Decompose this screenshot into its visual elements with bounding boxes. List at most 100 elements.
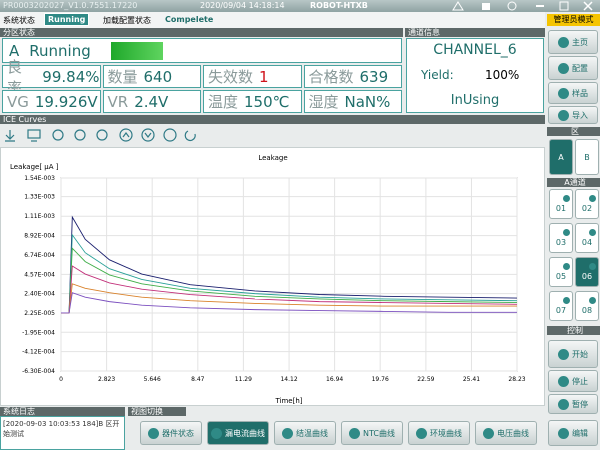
channel-header: 通道信息 bbox=[405, 28, 545, 37]
label: 主页 bbox=[572, 37, 588, 47]
control-button[interactable]: 开始 bbox=[548, 340, 598, 368]
x-tick-label: 25.41 bbox=[463, 376, 480, 383]
label: 07 bbox=[555, 306, 567, 315]
y-tick-label: 2.40E-004 bbox=[24, 291, 55, 298]
label: 数量 bbox=[107, 68, 138, 86]
label: 温度 bbox=[208, 93, 239, 111]
readings-row: VG 19.926V VR 2.4V 温度 150℃ 湿度 NaN% bbox=[2, 90, 402, 113]
channel-button[interactable]: 05 bbox=[549, 257, 573, 287]
stat: 合格数 639 bbox=[303, 65, 402, 88]
view-button[interactable]: 电压曲线 bbox=[475, 421, 537, 445]
channel-button[interactable]: 02 bbox=[575, 189, 599, 219]
label: 08 bbox=[581, 306, 593, 315]
label: 配置 bbox=[572, 63, 588, 73]
control-button[interactable]: 停止 bbox=[548, 370, 598, 392]
view-button[interactable]: 漏电流曲线 bbox=[207, 421, 269, 445]
reading: VG 19.926V bbox=[2, 90, 101, 113]
stats-row: 良率 99.84% 数量 640 失效数 1 合格数 639 bbox=[2, 58, 402, 97]
value: 150℃ bbox=[244, 92, 290, 111]
y-tick-label: 6.74E-004 bbox=[24, 252, 55, 259]
series-line bbox=[61, 292, 517, 314]
zone-button[interactable]: A bbox=[549, 139, 573, 175]
label: 停止 bbox=[572, 376, 588, 386]
x-tick-label: 2.823 bbox=[98, 376, 115, 383]
label: 环境曲线 bbox=[430, 428, 462, 438]
y-axis-label: Leakage[ μA ] bbox=[10, 163, 59, 171]
y-tick-label: -6.30E-004 bbox=[22, 368, 55, 375]
chart: Leakage Leakage[ μA ] Time[h] -6.30E-004… bbox=[10, 154, 526, 405]
y-tick-label: 8.92E-004 bbox=[24, 233, 55, 240]
label: 暂停 bbox=[572, 399, 588, 409]
reading: 湿度 NaN% bbox=[303, 90, 402, 113]
channel-button[interactable]: 06 bbox=[575, 257, 599, 287]
edit-button[interactable]: 编辑 bbox=[548, 420, 598, 446]
x-tick-label: 16.94 bbox=[326, 376, 343, 383]
y-tick-label: 1.33E-003 bbox=[24, 194, 55, 201]
nav-button[interactable]: 导入 bbox=[548, 106, 598, 124]
channel-panel: CHANNEL_6 Yield: 100% InUsing bbox=[406, 38, 544, 113]
label: 湿度 bbox=[308, 93, 339, 111]
label: 编辑 bbox=[572, 428, 588, 438]
control-button[interactable]: 暂停 bbox=[548, 394, 598, 414]
zone-header: 分区状态 bbox=[0, 28, 403, 37]
view-header: 视图切换 bbox=[128, 407, 186, 416]
log-header: 系统日志 bbox=[0, 407, 125, 416]
title-bar: PR0003202027_V1.0.7551.17220 2020/09/04 … bbox=[0, 0, 600, 12]
y-tick-label: 2.25E-005 bbox=[24, 310, 55, 317]
config-label: 加载配置状态 bbox=[103, 16, 151, 25]
label: 04 bbox=[581, 238, 593, 247]
label: 漏电流曲线 bbox=[225, 428, 265, 438]
reading: VR 2.4V bbox=[102, 90, 201, 113]
label: 样品 bbox=[572, 88, 588, 98]
y-tick-label: 1.54E-003 bbox=[24, 175, 55, 182]
label: A bbox=[558, 152, 564, 162]
x-tick-label: 14.12 bbox=[280, 376, 297, 383]
stat: 失效数 1 bbox=[203, 65, 302, 88]
label: 电压曲线 bbox=[497, 428, 529, 438]
progress-bar bbox=[111, 42, 163, 60]
channel-button[interactable]: 01 bbox=[549, 189, 573, 219]
mode: 管理员模式 bbox=[547, 14, 600, 26]
window-icons[interactable] bbox=[450, 0, 600, 12]
stat: 良率 99.84% bbox=[2, 58, 101, 97]
value: 639 bbox=[359, 67, 389, 86]
view-button[interactable]: 环境曲线 bbox=[408, 421, 470, 445]
label: B bbox=[584, 152, 590, 162]
label: 02 bbox=[581, 204, 593, 213]
view-button[interactable]: NTC曲线 bbox=[341, 421, 403, 445]
label: 05 bbox=[555, 272, 567, 281]
stat: 数量 640 bbox=[102, 65, 201, 88]
system-label: 系统状态 bbox=[3, 16, 35, 25]
channel-button[interactable]: 08 bbox=[575, 291, 599, 321]
system-value: Running bbox=[44, 13, 90, 26]
y-tick-label: -4.12E-004 bbox=[22, 349, 55, 356]
channel: CHANNEL_6 bbox=[433, 42, 517, 58]
view-button[interactable]: 器件状态 bbox=[140, 421, 202, 445]
yield-label: Yield: bbox=[421, 68, 454, 82]
status-bar: 系统状态 Running 加载配置状态 Compelete bbox=[0, 12, 545, 28]
label: 06 bbox=[581, 272, 593, 281]
state: Running bbox=[29, 41, 91, 60]
x-tick-label: 28.23 bbox=[508, 376, 525, 383]
value: 1 bbox=[259, 67, 269, 86]
view-button[interactable]: 结温曲线 bbox=[274, 421, 336, 445]
x-tick-label: 19.76 bbox=[372, 376, 389, 383]
status: InUsing bbox=[450, 93, 500, 108]
zone-button[interactable]: B bbox=[575, 139, 599, 175]
channel-button[interactable]: 04 bbox=[575, 223, 599, 253]
toolbar[interactable] bbox=[0, 125, 545, 145]
channel-button[interactable]: 03 bbox=[549, 223, 573, 253]
x-tick-label: 5.646 bbox=[144, 376, 161, 383]
x-axis-label: Time[h] bbox=[274, 397, 302, 405]
nav-button[interactable]: 配置 bbox=[548, 56, 598, 80]
label: 结温曲线 bbox=[296, 428, 328, 438]
app-name: ROBOT-HTXB bbox=[310, 1, 368, 10]
y-tick-label: -1.95E-004 bbox=[22, 329, 55, 336]
datetime: 2020/09/04 14:18:14 bbox=[200, 1, 285, 10]
nav-button[interactable]: 主页 bbox=[548, 30, 598, 54]
nav-button[interactable]: 样品 bbox=[548, 82, 598, 104]
value: 99.84% bbox=[42, 67, 100, 86]
label: 开始 bbox=[572, 349, 588, 359]
channel-button[interactable]: 07 bbox=[549, 291, 573, 321]
chart-title: Leakage bbox=[258, 154, 287, 162]
